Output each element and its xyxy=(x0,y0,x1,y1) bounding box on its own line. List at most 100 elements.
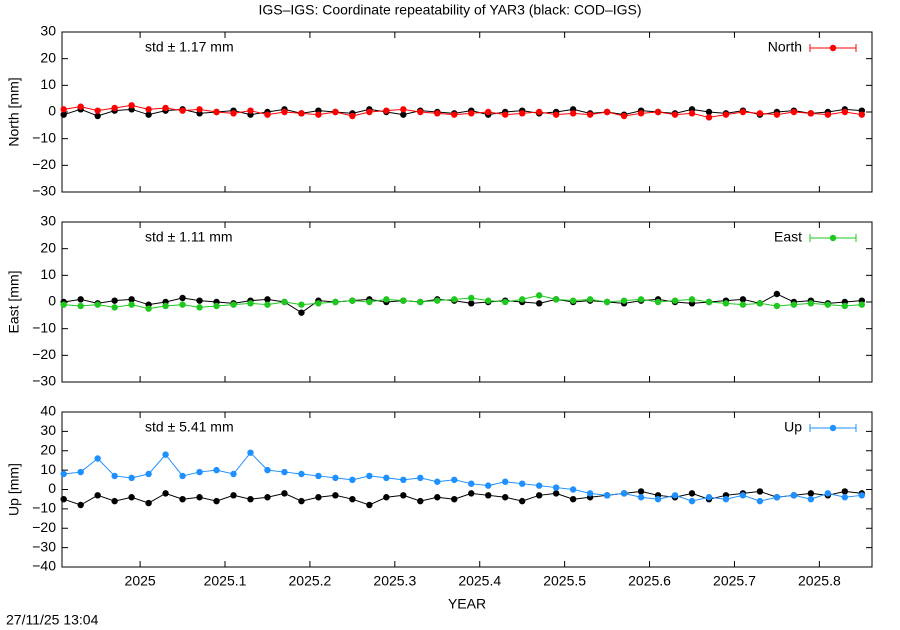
annotation: std ± 1.11 mm xyxy=(145,229,233,245)
data-point xyxy=(383,494,390,501)
data-point xyxy=(281,298,288,306)
data-point xyxy=(128,296,135,303)
data-point xyxy=(247,107,254,114)
data-point xyxy=(77,103,84,110)
data-point xyxy=(858,111,866,118)
y-tick-label: −20 xyxy=(32,519,56,535)
x-tick-label: 2025.6 xyxy=(628,573,671,589)
data-point xyxy=(281,490,288,497)
data-point xyxy=(756,300,764,307)
data-point xyxy=(485,108,492,116)
data-point xyxy=(451,495,458,503)
data-point xyxy=(790,301,798,308)
data-point xyxy=(790,108,798,116)
data-point xyxy=(569,486,577,493)
y-axis-label: East [mm] xyxy=(6,270,22,333)
data-point xyxy=(298,470,305,478)
data-point xyxy=(128,301,135,308)
data-point xyxy=(535,292,543,299)
data-point xyxy=(264,494,271,501)
data-point xyxy=(552,484,560,491)
data-point xyxy=(162,490,169,497)
data-point xyxy=(145,499,152,507)
legend-label: East xyxy=(774,229,802,245)
y-tick-label: 20 xyxy=(40,239,56,255)
data-point xyxy=(179,495,186,503)
y-tick-label: −30 xyxy=(32,538,56,554)
data-point xyxy=(637,110,645,117)
data-point xyxy=(654,108,662,116)
data-point xyxy=(196,304,203,311)
data-point xyxy=(824,490,832,497)
data-point xyxy=(502,111,509,118)
legend-swatch xyxy=(829,424,837,432)
data-point xyxy=(688,497,696,505)
data-point xyxy=(756,110,764,117)
data-point xyxy=(315,472,322,480)
data-point xyxy=(145,106,152,113)
data-point xyxy=(264,301,271,308)
data-point xyxy=(569,297,577,304)
data-point xyxy=(688,110,696,117)
y-tick-label: −30 xyxy=(32,373,56,389)
data-point xyxy=(586,490,594,497)
data-point xyxy=(213,466,220,474)
data-point xyxy=(485,482,492,489)
data-point xyxy=(858,492,866,499)
data-point xyxy=(111,304,118,311)
data-point xyxy=(518,110,526,117)
data-point xyxy=(671,297,679,304)
data-point xyxy=(349,297,356,304)
plot-frame xyxy=(61,411,873,568)
data-point xyxy=(128,494,135,501)
data-point xyxy=(349,112,356,120)
data-point xyxy=(77,501,84,509)
data-point xyxy=(620,490,628,497)
data-point xyxy=(366,501,373,509)
data-point xyxy=(518,296,526,303)
data-point xyxy=(756,497,764,505)
data-point xyxy=(569,495,577,503)
data-point xyxy=(790,492,798,499)
x-axis-label: YEAR xyxy=(448,596,486,612)
data-point xyxy=(383,296,390,303)
data-point xyxy=(739,492,747,499)
y-tick-label: −20 xyxy=(32,346,56,362)
data-point xyxy=(94,455,101,462)
data-point xyxy=(705,298,713,306)
data-point xyxy=(349,476,356,484)
data-point xyxy=(111,297,118,304)
y-axis-label: Up [mm] xyxy=(6,463,22,516)
y-tick-label: 20 xyxy=(40,441,56,457)
data-point xyxy=(281,108,288,116)
data-point xyxy=(60,495,67,503)
data-point xyxy=(383,107,390,114)
y-tick-label: 20 xyxy=(40,49,56,65)
data-point xyxy=(94,492,101,499)
data-point xyxy=(162,451,169,458)
data-point xyxy=(264,111,271,118)
data-point xyxy=(688,296,696,303)
data-point xyxy=(586,111,594,118)
data-point xyxy=(400,106,407,113)
data-point xyxy=(111,472,118,480)
data-point xyxy=(739,108,747,116)
annotation: std ± 5.41 mm xyxy=(145,419,234,435)
data-point xyxy=(739,296,747,303)
x-tick-label: 2025 xyxy=(125,573,156,589)
data-point xyxy=(128,102,135,109)
data-point xyxy=(451,111,458,118)
data-point xyxy=(162,104,169,112)
y-tick-label: 0 xyxy=(48,103,56,119)
data-point xyxy=(213,108,220,116)
data-point xyxy=(654,298,662,306)
data-point xyxy=(535,482,543,489)
legend-label: Up xyxy=(784,419,802,435)
data-point xyxy=(298,497,305,505)
data-point xyxy=(60,470,67,478)
data-point xyxy=(349,495,356,503)
data-point xyxy=(705,494,713,501)
data-point xyxy=(824,301,832,308)
y-tick-label: 30 xyxy=(40,213,56,229)
data-point xyxy=(451,476,458,484)
